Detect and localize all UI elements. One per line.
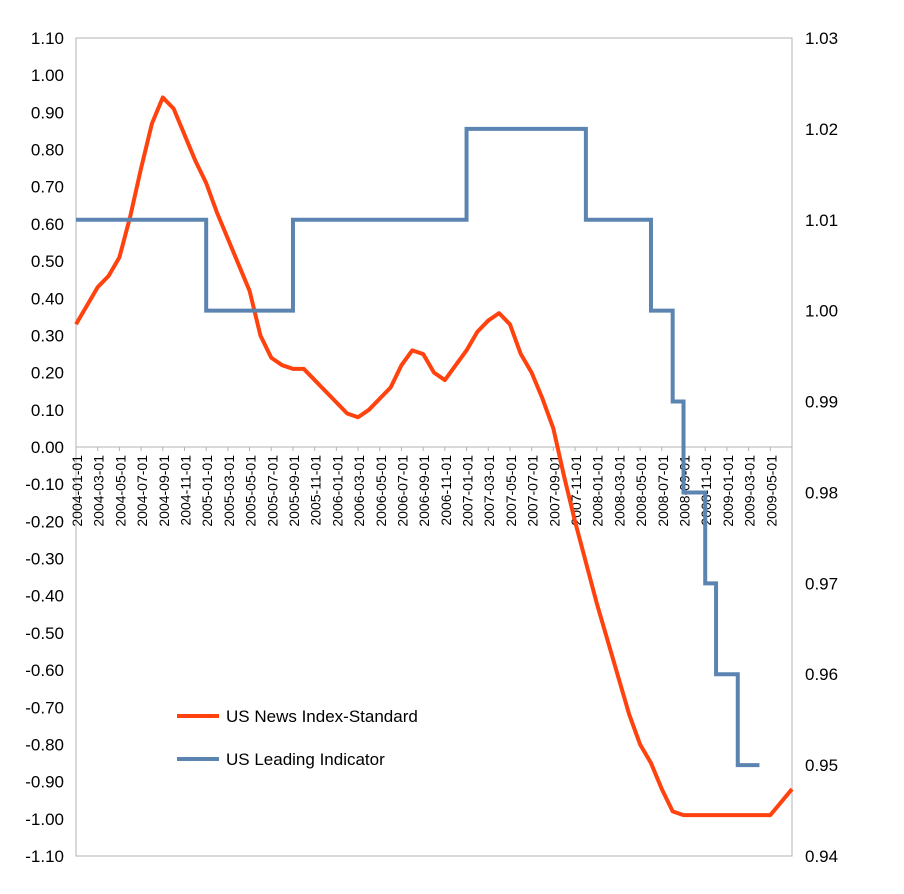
left-tick-label: 0.00: [31, 438, 64, 457]
x-tick-label: 2009-01-01: [720, 455, 736, 527]
x-tick-label: 2006-09-01: [416, 455, 432, 527]
x-tick-label: 2006-01-01: [329, 455, 345, 527]
x-tick-label: 2008-05-01: [633, 455, 649, 527]
x-tick-label: 2007-01-01: [460, 455, 476, 527]
x-tick-label: 2005-07-01: [264, 455, 280, 527]
x-tick-label: 2005-11-01: [308, 455, 324, 526]
left-tick-label: 0.50: [31, 252, 64, 271]
x-tick-label: 2009-05-01: [763, 455, 779, 527]
series-line-us-leading-indicator: [76, 126, 760, 768]
right-tick-label: 1.00: [805, 302, 838, 321]
x-tick-label: 2004-07-01: [134, 455, 150, 527]
x-tick-label: 2004-09-01: [156, 455, 172, 527]
left-tick-label: 0.60: [31, 215, 64, 234]
left-tick-label: 0.40: [31, 289, 64, 308]
right-tick-label: 0.97: [805, 574, 838, 593]
left-tick-label: 0.70: [31, 178, 64, 197]
left-tick-label: -0.30: [25, 550, 64, 569]
x-tick-label: 2007-07-01: [525, 455, 541, 527]
left-tick-label: -0.20: [25, 512, 64, 531]
x-tick-label: 2008-11-01: [698, 455, 714, 526]
x-tick-label: 2005-09-01: [286, 455, 302, 527]
legend: US News Index-Standard US Leading Indicat…: [177, 707, 418, 769]
x-tick-label: 2006-05-01: [373, 455, 389, 527]
x-tick-label: 2006-07-01: [394, 455, 410, 527]
x-tick-label: 2005-05-01: [243, 455, 259, 527]
left-tick-label: 0.30: [31, 326, 64, 345]
x-tick-label: 2004-05-01: [112, 455, 128, 527]
left-tick-label: -0.80: [25, 735, 64, 754]
x-tick-label: 2008-03-01: [611, 455, 627, 527]
x-axis-tick-labels: 2004-01-01 2004-03-01 2004-05-01 2004-07-01…: [69, 447, 779, 527]
x-tick-label: 2007-09-01: [546, 455, 562, 527]
right-tick-label: 1.02: [805, 120, 838, 139]
x-tick-label: 2007-05-01: [503, 455, 519, 527]
left-tick-label: 0.20: [31, 364, 64, 383]
left-tick-label: 1.00: [31, 66, 64, 85]
x-tick-label: 2007-03-01: [481, 455, 497, 527]
x-tick-label: 2009-03-01: [742, 455, 758, 527]
x-tick-label: 2004-11-01: [177, 455, 193, 526]
series-layer: [74, 95, 794, 818]
right-tick-label: 1.01: [805, 211, 838, 230]
left-tick-label: -0.90: [25, 773, 64, 792]
x-tick-label: 2007-11-01: [568, 455, 584, 526]
left-tick-label: 0.90: [31, 103, 64, 122]
right-tick-label: 0.98: [805, 483, 838, 502]
left-tick-label: -1.10: [25, 847, 64, 866]
left-tick-label: -0.50: [25, 624, 64, 643]
x-tick-label: 2006-11-01: [438, 455, 454, 526]
right-tick-label: 0.96: [805, 665, 838, 684]
left-axis-tick-labels: 1.10 1.00 0.90 0.80 0.70 0.60 0.50 0.40 0.30 0.20…: [25, 29, 64, 866]
series-line-us-news-index-standard: [74, 95, 794, 818]
left-tick-label: 0.10: [31, 401, 64, 420]
left-tick-label: -0.70: [25, 698, 64, 717]
left-tick-label: 0.80: [31, 141, 64, 160]
left-tick-label: -0.60: [25, 661, 64, 680]
x-tick-label: 2005-01-01: [199, 455, 215, 527]
x-tick-label: 2005-03-01: [221, 455, 237, 527]
x-tick-label: 2004-01-01: [69, 455, 85, 527]
x-tick-label: 2008-07-01: [655, 455, 671, 527]
legend-label: US News Index-Standard: [226, 707, 418, 726]
right-tick-label: 0.94: [805, 847, 838, 866]
left-tick-label: 1.10: [31, 29, 64, 48]
x-tick-label: 2004-03-01: [91, 455, 107, 527]
legend-label: US Leading Indicator: [226, 750, 385, 769]
right-tick-label: 0.99: [805, 393, 838, 412]
left-tick-label: -1.00: [25, 810, 64, 829]
right-axis-tick-labels: 1.03 1.02 1.01 1.00 0.99 0.98 0.97 0.96 0.95 0.94: [805, 29, 838, 866]
right-tick-label: 0.95: [805, 756, 838, 775]
x-tick-label: 2008-01-01: [590, 455, 606, 527]
left-tick-label: -0.10: [25, 475, 64, 494]
right-tick-label: 1.03: [805, 29, 838, 48]
left-tick-label: -0.40: [25, 587, 64, 606]
x-tick-label: 2006-03-01: [351, 455, 367, 527]
